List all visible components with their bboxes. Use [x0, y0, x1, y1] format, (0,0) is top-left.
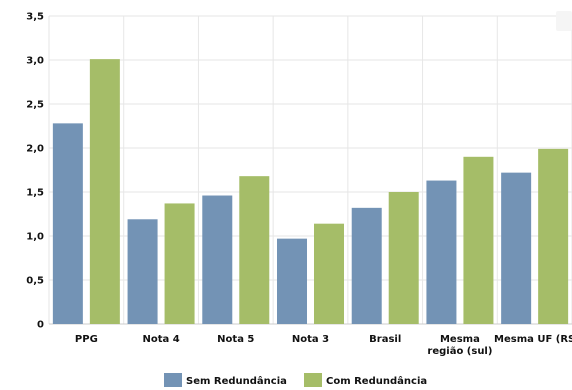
bar-sem-redundancia[interactable]	[277, 238, 307, 324]
x-category-label: Brasil	[369, 334, 401, 345]
bars	[52, 59, 569, 325]
y-tick-label: 1,5	[26, 188, 44, 199]
bar-sem-redundancia[interactable]	[501, 172, 532, 324]
bar-sem-redundancia[interactable]	[127, 219, 158, 324]
legend-swatch	[164, 373, 182, 387]
x-category-label: região (sul)	[427, 346, 492, 357]
bar-sem-redundancia[interactable]	[351, 207, 382, 324]
y-tick-label: 3,5	[26, 12, 44, 23]
x-category-label: Nota 4	[142, 334, 179, 345]
x-category-label: Nota 5	[217, 334, 254, 345]
legend-swatch	[304, 373, 322, 387]
bar-sem-redundancia[interactable]	[426, 180, 457, 324]
bar-com-redundancia[interactable]	[89, 59, 120, 325]
y-axis-tick-labels: 0 0,5 1,0 1,5 2,0 2,5 3,0 3,5	[26, 12, 44, 331]
chart-menu-button[interactable]	[556, 11, 572, 31]
legend: Sem Redundância Com Redundância	[164, 373, 427, 387]
bar-com-redundancia[interactable]	[164, 203, 195, 324]
grid-lines	[48, 15, 572, 325]
y-tick-label: 0	[37, 320, 44, 331]
bar-com-redundancia[interactable]	[239, 176, 270, 324]
y-tick-label: 3,0	[26, 56, 44, 67]
x-category-label: PPG	[75, 334, 98, 345]
y-tick-label: 2,5	[26, 100, 44, 111]
x-category-label: Mesma	[440, 334, 480, 345]
bar-sem-redundancia[interactable]	[202, 195, 233, 324]
bar-com-redundancia[interactable]	[463, 156, 494, 324]
x-category-label: Nota 3	[292, 334, 329, 345]
bar-com-redundancia[interactable]	[314, 223, 344, 324]
y-tick-label: 0,5	[26, 276, 44, 287]
x-category-label: Mesma UF (RS	[494, 334, 572, 345]
y-tick-label: 2,0	[26, 144, 44, 155]
y-tick-label: 1,0	[26, 232, 44, 243]
legend-label[interactable]: Com Redundância	[326, 375, 427, 387]
bar-com-redundancia[interactable]	[388, 192, 419, 324]
bar-sem-redundancia[interactable]	[52, 123, 83, 324]
bar-com-redundancia[interactable]	[538, 148, 569, 324]
legend-label[interactable]: Sem Redundância	[186, 375, 287, 387]
